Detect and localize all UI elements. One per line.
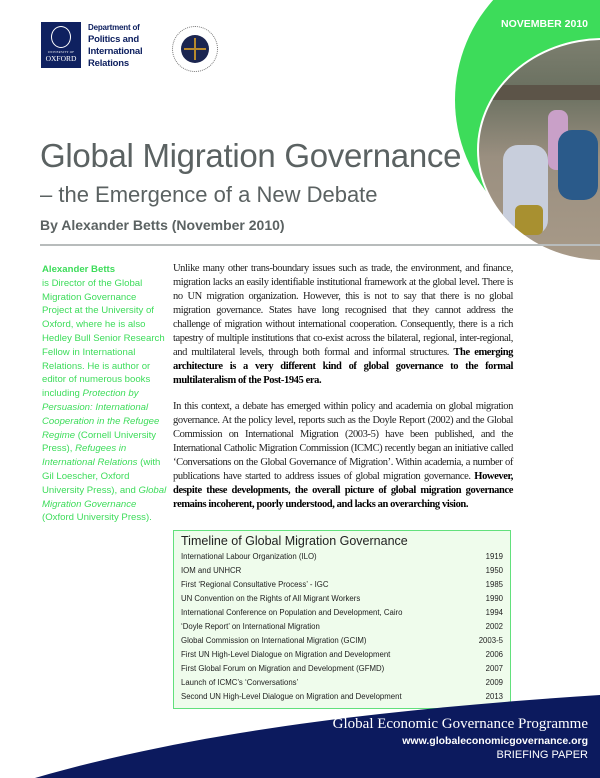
timeline-year: 2002 bbox=[485, 622, 503, 631]
logo-small-text: UNIVERSITY OF bbox=[47, 50, 75, 54]
timeline-event: Launch of ICMC’s ‘Conversations’ bbox=[181, 678, 299, 687]
body-text: Unlike many other trans-boundary issues … bbox=[173, 262, 513, 524]
bio-text: (Cornell University Press), bbox=[42, 429, 157, 455]
paragraph-text: Unlike many other trans-boundary issues … bbox=[173, 263, 513, 358]
timeline-event: ‘Doyle Report’ on International Migratio… bbox=[181, 622, 320, 631]
timeline-box: Timeline of Global Migration Governance … bbox=[173, 530, 511, 709]
timeline-row: Launch of ICMC’s ‘Conversations’ 2009 bbox=[181, 676, 503, 690]
timeline-title: Timeline of Global Migration Governance bbox=[181, 534, 408, 548]
timeline-event: International Labour Organization (ILO) bbox=[181, 552, 317, 561]
dept-line: Relations bbox=[88, 58, 129, 69]
timeline-row: Global Commission on International Migra… bbox=[181, 634, 503, 648]
timeline-year: 2007 bbox=[485, 664, 503, 673]
timeline-row: UN Convention on the Rights of All Migra… bbox=[181, 592, 503, 606]
timeline-event: International Conference on Population a… bbox=[181, 608, 403, 617]
timeline-event: IOM and UNHCR bbox=[181, 566, 242, 575]
timeline-year: 1950 bbox=[485, 566, 503, 575]
timeline-row: Second UN High-Level Dialogue on Migrati… bbox=[181, 690, 503, 704]
book-title: Protection by Persuasion: International … bbox=[42, 388, 160, 441]
timeline-row: IOM and UNHCR 1950 bbox=[181, 564, 503, 578]
timeline-year: 2009 bbox=[485, 678, 503, 687]
timeline-event: Second UN High-Level Dialogue on Migrati… bbox=[181, 692, 402, 701]
timeline-event: UN Convention on the Rights of All Migra… bbox=[181, 594, 361, 603]
timeline-year: 2006 bbox=[485, 650, 503, 659]
page-subtitle: – the Emergence of a New Debate bbox=[40, 182, 378, 207]
college-seal-logo bbox=[172, 26, 218, 72]
divider bbox=[40, 244, 600, 246]
book-title: Global Migration Governance bbox=[42, 484, 167, 510]
timeline-year: 1994 bbox=[485, 608, 503, 617]
timeline-row: First UN High-Level Dialogue on Migratio… bbox=[181, 648, 503, 662]
footer-band bbox=[35, 695, 600, 778]
footer-text: Global Economic Governance Programme www… bbox=[333, 716, 588, 761]
dept-line: International bbox=[88, 46, 143, 57]
programme-name: Global Economic Governance Programme bbox=[332, 716, 588, 732]
website-link[interactable]: www.globaleconomicgovernance.org bbox=[402, 735, 588, 747]
author-bio: Alexander Betts is Director of the Globa… bbox=[42, 263, 168, 525]
paragraph-text: In this context, a debate has emerged wi… bbox=[173, 401, 513, 482]
timeline-row: First ‘Regional Consultative Process’ - … bbox=[181, 578, 503, 592]
timeline-event: First Global Forum on Migration and Deve… bbox=[181, 664, 385, 673]
timeline-row: International Conference on Population a… bbox=[181, 606, 503, 620]
paragraph: In this context, a debate has emerged wi… bbox=[173, 400, 513, 512]
timeline-year: 2013 bbox=[485, 692, 503, 701]
paragraph-emphasis: However, despite these developments, the… bbox=[173, 471, 513, 510]
byline: By Alexander Betts (November 2010) bbox=[40, 217, 285, 233]
timeline-event: Global Commission on International Migra… bbox=[181, 636, 367, 645]
timeline-event: First UN High-Level Dialogue on Migratio… bbox=[181, 650, 391, 659]
timeline-year: 2003-5 bbox=[478, 636, 503, 645]
crest-icon bbox=[51, 26, 71, 48]
timeline-row: International Labour Organization (ILO) 1… bbox=[181, 550, 503, 564]
series-label: BRIEFING PAPER bbox=[496, 749, 588, 761]
timeline-row: First Global Forum on Migration and Deve… bbox=[181, 662, 503, 676]
timeline-year: 1990 bbox=[485, 594, 503, 603]
book-title: Refugees in International Relations bbox=[42, 443, 138, 469]
timeline-row: ‘Doyle Report’ on International Migratio… bbox=[181, 620, 503, 634]
bio-text: (Oxford University Press). bbox=[42, 512, 152, 524]
paragraph-emphasis: The emerging architecture is a very diff… bbox=[173, 347, 513, 386]
timeline-year: 1919 bbox=[485, 552, 503, 561]
timeline-event: First ‘Regional Consultative Process’ - … bbox=[181, 580, 329, 589]
timeline-year: 1985 bbox=[485, 580, 503, 589]
department-name: Department of Politics and International… bbox=[88, 22, 143, 70]
bio-text: is Director of the Global Migration Gove… bbox=[42, 277, 165, 400]
dept-line: Politics and bbox=[88, 34, 139, 45]
bio-text: (with Gil Loescher, Oxford University Pr… bbox=[42, 457, 161, 496]
dept-line: Department of bbox=[88, 23, 140, 32]
cover-photo-circle bbox=[455, 0, 600, 262]
oxford-university-logo: UNIVERSITY OF OXFORD bbox=[41, 22, 81, 68]
page-title: Global Migration Governance bbox=[40, 137, 462, 174]
publication-date: NOVEMBER 2010 bbox=[501, 18, 588, 30]
logo-big-text: OXFORD bbox=[45, 54, 77, 63]
author-name: Alexander Betts bbox=[42, 264, 116, 275]
paragraph: Unlike many other trans-boundary issues … bbox=[173, 262, 513, 388]
